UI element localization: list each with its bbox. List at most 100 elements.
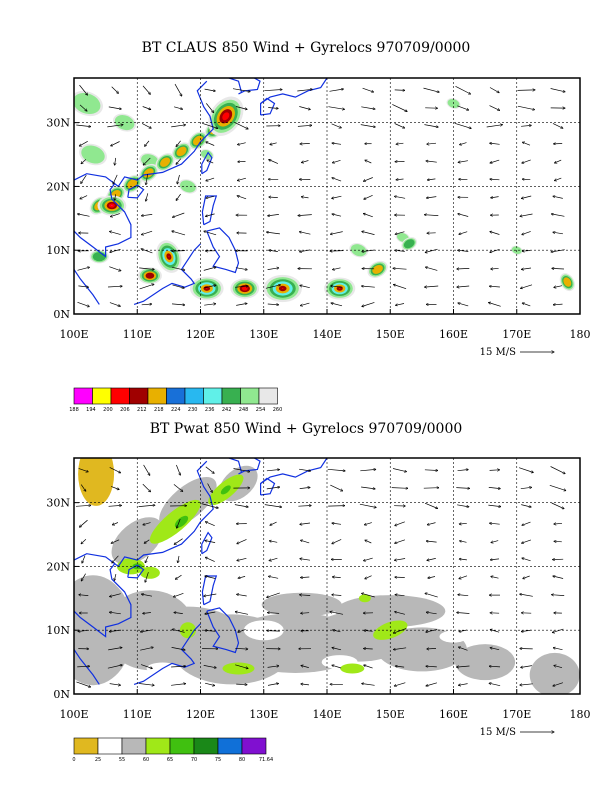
chart-title-pwat: BT Pwat 850 Wind + Gyrelocs 970709/0000 (149, 421, 463, 437)
wind-vector (270, 521, 277, 525)
wind-vector (171, 266, 185, 270)
wind-vector (205, 682, 215, 685)
wind-vector (362, 684, 375, 686)
colorbar-label: 188 (69, 407, 79, 413)
wind-vector (205, 522, 215, 527)
wind-vector (553, 196, 563, 199)
wind-vector (330, 612, 344, 615)
wind-vector (115, 157, 116, 165)
coastline (74, 562, 132, 638)
wind-vector (301, 684, 310, 685)
wind-vector (268, 179, 279, 180)
wind-vector (333, 630, 341, 633)
wind-vector (81, 159, 87, 163)
colorbar-swatch (73, 387, 93, 405)
colorbar-swatch (121, 737, 147, 755)
wind-vector (330, 684, 343, 685)
claus-panel: 100E 110E 120E 130E 140E 150E 160E 170E 180 0N 10N… (46, 77, 591, 358)
wind-vector (490, 159, 500, 163)
wind-vector (299, 487, 310, 488)
colorbar-label: 212 (137, 407, 147, 413)
wind-vector (426, 196, 437, 198)
wind-vector (235, 286, 248, 288)
coastline (228, 78, 243, 93)
wind-vector (427, 143, 437, 144)
y-tick-label: 30N (46, 117, 70, 130)
x-tick-label: 120E (186, 328, 215, 341)
wind-vector (360, 469, 376, 472)
wind-vector (522, 558, 531, 562)
wind-vector (113, 174, 118, 184)
wind-vector (206, 177, 215, 181)
wind-vector (491, 576, 499, 579)
wind-vector (460, 142, 467, 145)
wind-vector (459, 523, 467, 524)
wind-vector (109, 266, 121, 271)
pwat-colorbar: 0 25 55 60 65 70 75 80 71.64 (72, 737, 273, 763)
wind-vector (238, 142, 246, 145)
coastline (127, 564, 145, 579)
coastline (74, 80, 214, 188)
coastline (201, 531, 213, 555)
wind-vector (359, 503, 376, 507)
wind-vector (114, 574, 116, 580)
wind-vector (235, 106, 247, 110)
x-tick-label: 170E (502, 328, 531, 341)
wind-vector (458, 214, 469, 217)
wind-vector (172, 231, 186, 236)
wind-vector (486, 125, 503, 128)
wind-vector (522, 142, 531, 146)
wind-vector (394, 123, 405, 129)
wind-vector (171, 304, 185, 305)
wind-vector (268, 576, 279, 579)
cloud-cluster (339, 288, 341, 289)
colorbar-swatch (193, 737, 219, 755)
wind-vector (176, 140, 181, 147)
wind-vector (455, 85, 471, 94)
colorbar-label: 0 (72, 757, 75, 763)
wind-vector (489, 303, 501, 307)
wind-vector (299, 106, 310, 110)
wind-vector (171, 666, 186, 667)
cloud-cluster (74, 92, 101, 115)
wind-vector (203, 665, 217, 667)
wind-vector (141, 304, 152, 305)
wind-vector (489, 683, 501, 687)
wind-vector (140, 647, 153, 651)
wind-vector (109, 302, 121, 307)
coastline (260, 97, 276, 116)
x-tick-label: 160E (439, 328, 468, 341)
wind-vector (427, 179, 436, 180)
wind-vector (395, 231, 405, 235)
wind-vector (139, 284, 154, 290)
wind-vector (394, 90, 405, 91)
wind-vector (267, 631, 280, 632)
coastline (260, 477, 276, 496)
wind-vector (141, 249, 153, 254)
wind-vector (332, 577, 341, 578)
wind-vector (331, 286, 343, 287)
wind-vector (457, 268, 470, 269)
wind-vector (424, 502, 438, 508)
wind-vector (458, 303, 469, 307)
wind-vector (424, 470, 438, 471)
coastline (133, 648, 196, 685)
wind-vector (235, 267, 247, 270)
wind-vector (268, 108, 278, 109)
wind-vector (521, 125, 531, 126)
wind-vector (204, 285, 216, 289)
coastline (133, 268, 196, 305)
wind-vector (392, 104, 407, 111)
wind-vector (424, 215, 439, 216)
wind-vector (171, 684, 186, 686)
wind-vector (553, 304, 563, 305)
pwat-high-area (139, 566, 160, 579)
wind-vector (81, 573, 86, 581)
wind-vector (112, 555, 119, 563)
wind-vector (490, 523, 500, 524)
wind-vector (364, 630, 373, 631)
x-tick-label: 140E (312, 708, 341, 721)
wind-vector (490, 559, 500, 560)
wind-vector (327, 468, 346, 471)
wind-vector (77, 267, 90, 271)
